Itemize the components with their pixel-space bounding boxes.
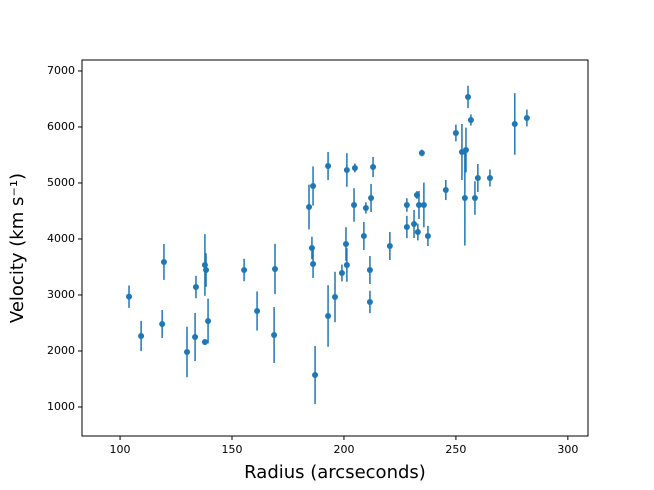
point <box>325 312 332 319</box>
point <box>366 267 373 274</box>
y-tick-label: 2000 <box>47 344 75 357</box>
point <box>386 242 393 249</box>
point <box>332 294 338 301</box>
point <box>310 260 317 267</box>
point <box>370 163 377 170</box>
x-tick-label: 300 <box>557 443 578 456</box>
point <box>474 174 481 181</box>
point <box>442 186 449 193</box>
point <box>254 308 261 315</box>
point <box>203 267 210 274</box>
x-tick-label: 150 <box>222 443 243 456</box>
point <box>325 162 332 169</box>
x-axis-label: Radius (arcseconds) <box>244 462 426 483</box>
point <box>414 228 421 235</box>
point <box>471 194 478 201</box>
point <box>138 332 145 339</box>
point <box>306 204 313 211</box>
point <box>418 149 425 156</box>
x-tick-label: 250 <box>445 443 466 456</box>
point <box>420 201 427 208</box>
x-tick-label: 100 <box>110 443 131 456</box>
y-tick-label: 6000 <box>47 120 75 133</box>
point <box>159 320 166 327</box>
point <box>343 261 350 268</box>
point <box>201 261 208 268</box>
point <box>424 232 431 239</box>
point <box>338 269 345 276</box>
point <box>184 348 191 355</box>
point <box>160 258 167 265</box>
point <box>461 194 468 201</box>
point <box>312 372 319 379</box>
point <box>511 120 518 127</box>
y-tick-label: 1000 <box>47 400 75 413</box>
point <box>366 298 373 305</box>
point <box>310 183 317 190</box>
point <box>201 339 208 346</box>
y-tick-label: 5000 <box>47 176 75 189</box>
y-tick-label: 4000 <box>47 232 75 245</box>
point <box>486 174 493 181</box>
point <box>342 240 349 247</box>
plot-frame <box>81 59 589 437</box>
y-axis-label: Velocity (km s⁻¹) <box>7 173 28 323</box>
point <box>271 331 278 338</box>
point <box>362 204 369 211</box>
x-tick-label: 200 <box>333 443 354 456</box>
point <box>411 220 418 227</box>
point <box>403 201 410 208</box>
point <box>464 93 471 100</box>
y-tick-label: 3000 <box>47 288 75 301</box>
point <box>343 166 350 173</box>
point <box>192 283 199 290</box>
point <box>452 129 459 136</box>
point <box>351 164 358 171</box>
point <box>415 201 422 208</box>
point <box>192 333 199 340</box>
point <box>368 194 375 201</box>
point <box>403 223 410 230</box>
point <box>523 114 530 121</box>
point <box>351 201 358 208</box>
point <box>462 146 469 153</box>
point <box>360 232 367 239</box>
point <box>205 317 212 324</box>
point <box>308 245 315 251</box>
point <box>241 267 248 274</box>
point <box>467 116 474 123</box>
point <box>271 266 278 273</box>
point <box>126 293 133 300</box>
y-tick-label: 7000 <box>47 64 75 77</box>
